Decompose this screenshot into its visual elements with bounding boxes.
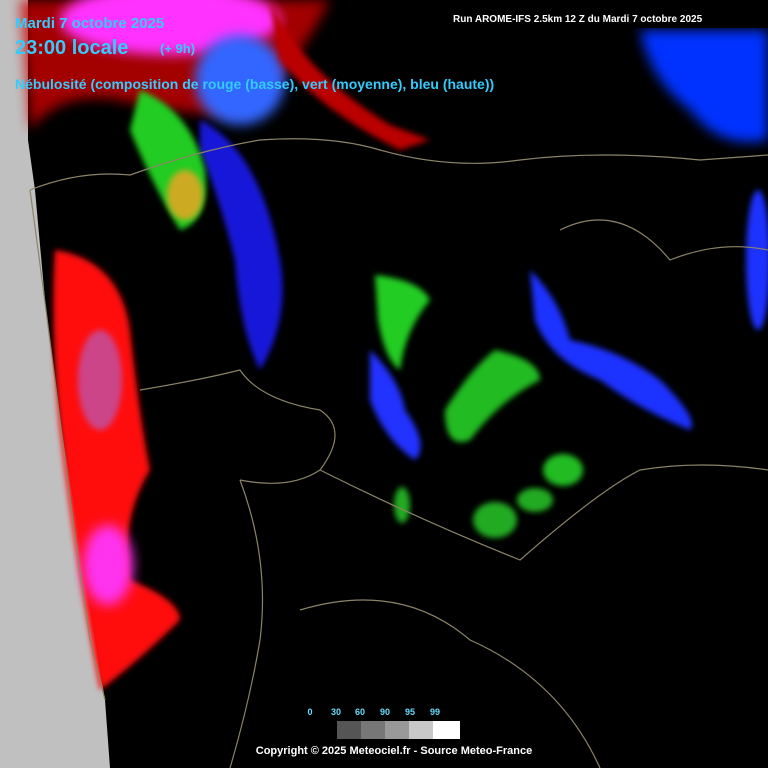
border [139,369,336,484]
run-info: Run AROME-IFS 2.5km 12 Z du Mardi 7 octo… [453,14,703,25]
legend: 0 30 60 90 95 99 [307,707,460,739]
legend-swatch [433,721,460,739]
legend-label: 60 [355,707,365,717]
boundaries [29,138,768,768]
time: 23:00 locale [15,37,128,59]
legend-label: 95 [405,707,415,717]
coastline [29,138,768,191]
legend-label: 0 [307,707,312,717]
map-title: Nébulosité (composition de rouge (basse)… [15,76,494,92]
border [299,599,601,768]
run-box [445,8,768,28]
coastline [29,189,106,701]
cloud-fields [20,0,768,690]
legend-swatch [361,721,385,739]
legend-label: 99 [430,707,440,717]
border [559,219,768,261]
legend-swatch [337,721,361,739]
border [319,464,768,561]
legend-label: 90 [380,707,390,717]
date: Mardi 7 octobre 2025 [15,15,164,32]
offset: (+ 9h) [160,41,195,56]
legend-label: 30 [331,707,341,717]
legend-swatch [385,721,409,739]
border [229,479,264,768]
legend-swatch [409,721,433,739]
copyright: Copyright © 2025 Meteociel.fr - Source M… [256,745,532,757]
